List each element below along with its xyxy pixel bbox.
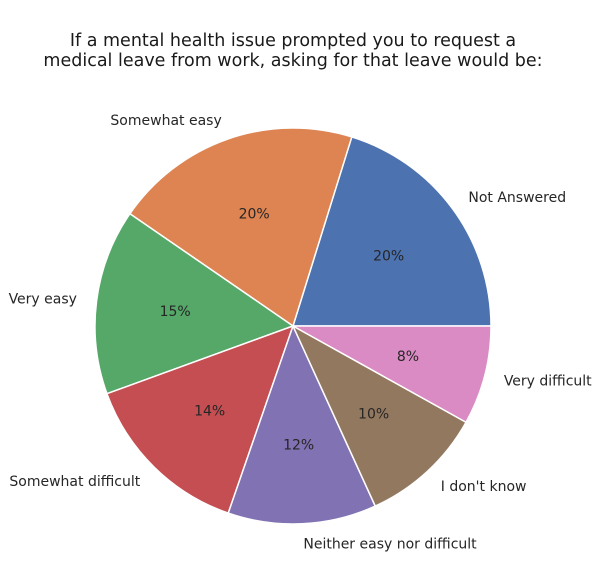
- chart-title-line-2: medical leave from work, asking for that…: [43, 51, 542, 71]
- pie-slice: [129, 127, 353, 327]
- slice-category-label: Neither easy nor difficult: [303, 537, 477, 553]
- pie-slice: [292, 325, 467, 507]
- pie-slice: [292, 325, 492, 424]
- pie-slices: [94, 127, 492, 525]
- pie-slice: [94, 212, 294, 395]
- slice-percent-label: 15%: [160, 304, 191, 320]
- pie-slice: [106, 325, 294, 514]
- pie-slice: [292, 136, 492, 327]
- slice-percent-label: 8%: [397, 349, 419, 365]
- pie-slice: [227, 325, 377, 525]
- slice-category-label: Very easy: [9, 291, 77, 307]
- slice-percent-label: 14%: [194, 404, 225, 420]
- chart-title-line-1: If a mental health issue prompted you to…: [70, 31, 516, 51]
- slice-category-label: Not Answered: [468, 190, 566, 206]
- slice-percent-label: 12%: [283, 438, 314, 454]
- slice-category-label: Somewhat difficult: [9, 474, 140, 490]
- pie-labels: 20% Not Answered 20% Somewhat easy 15% Very e…: [9, 113, 593, 552]
- slice-percent-label: 10%: [358, 406, 389, 422]
- slice-category-label: Very difficult: [504, 374, 592, 390]
- slice-percent-label: 20%: [373, 249, 404, 265]
- slice-category-label: Somewhat easy: [110, 113, 221, 129]
- slice-percent-label: 20%: [239, 207, 270, 223]
- slice-category-label: I don't know: [441, 479, 527, 495]
